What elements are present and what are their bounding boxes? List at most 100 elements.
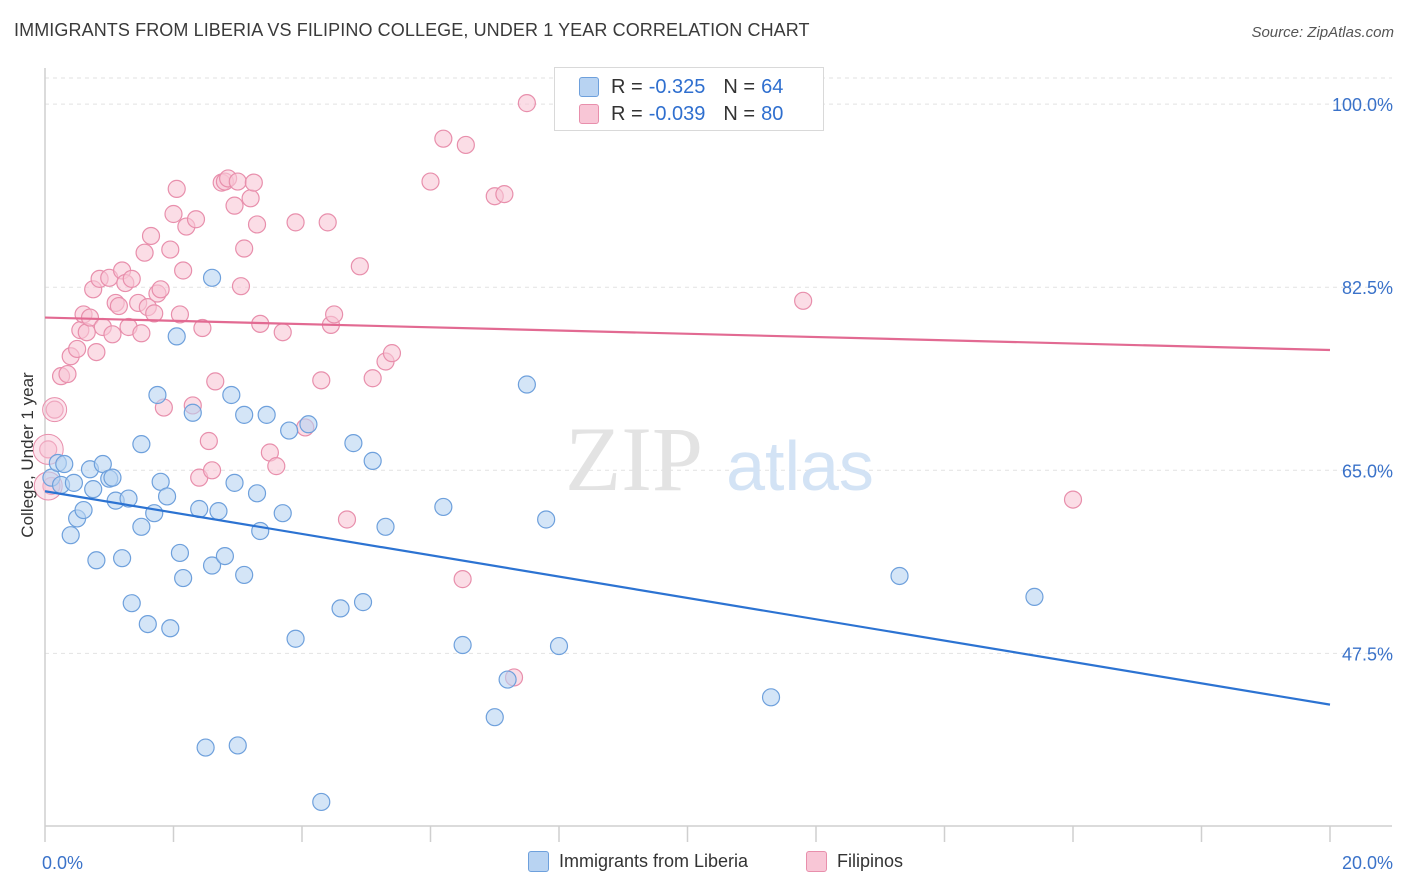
data-point <box>84 480 103 499</box>
filipinos-points <box>32 94 1083 687</box>
data-point <box>209 502 228 521</box>
data-point <box>167 327 186 346</box>
data-point <box>382 344 402 363</box>
data-point <box>363 369 382 388</box>
data-point <box>174 568 193 588</box>
data-point <box>453 570 472 589</box>
source-label: Source: ZipAtlas.com <box>1251 24 1394 41</box>
data-point <box>228 172 247 191</box>
data-point <box>273 323 292 342</box>
data-point <box>337 510 357 529</box>
legend-r-value: -0.039 <box>648 102 706 125</box>
data-point <box>39 440 58 459</box>
data-point <box>122 594 141 613</box>
data-point <box>517 94 536 113</box>
data-point <box>549 636 569 656</box>
data-point <box>517 375 536 394</box>
data-point <box>77 323 96 342</box>
data-point <box>485 708 504 727</box>
y-tick-label: 100.0% <box>1332 95 1393 115</box>
data-point <box>148 385 167 405</box>
data-point <box>434 497 453 517</box>
data-point <box>890 566 909 586</box>
data-point <box>202 556 222 575</box>
data-point <box>45 400 64 419</box>
legend-swatch-blue <box>528 851 549 872</box>
data-point <box>109 296 128 316</box>
legend-r-label: R = <box>611 75 643 98</box>
data-point <box>157 487 177 506</box>
legend-item-liberia[interactable]: Immigrants from Liberia <box>528 851 748 872</box>
data-point <box>42 397 68 423</box>
data-point <box>193 318 212 338</box>
tick-labels: 47.5% 65.0% 82.5% 100.0% 0.0% 20.0% <box>42 95 1393 873</box>
data-point <box>273 504 292 523</box>
data-point <box>247 484 267 503</box>
legend-row-liberia: R = -0.325 N = 64 <box>579 73 783 101</box>
watermark: ZIP atlas <box>565 408 874 510</box>
data-point <box>495 185 514 204</box>
data-point <box>325 305 344 324</box>
data-point <box>537 510 556 529</box>
y-tick-label: 65.0% <box>1342 461 1393 481</box>
data-point <box>202 268 222 287</box>
series-legend: Immigrants from Liberia Filipinos <box>0 851 1406 879</box>
data-point <box>267 457 286 476</box>
data-point <box>235 239 254 258</box>
data-point <box>64 473 84 492</box>
data-point <box>434 129 453 148</box>
data-point <box>141 226 161 246</box>
data-point <box>794 291 813 310</box>
data-point <box>299 415 318 434</box>
data-point <box>257 405 276 424</box>
legend-r-label: R = <box>611 102 643 125</box>
data-point <box>183 403 202 422</box>
data-point <box>161 619 180 638</box>
legend-swatch-blue <box>579 77 599 97</box>
data-point <box>280 421 299 440</box>
y-axis-label: College, Under 1 year <box>18 372 37 538</box>
legend-r-value: -0.325 <box>648 75 706 98</box>
y-tick-label: 47.5% <box>1342 644 1393 664</box>
data-point <box>215 546 234 566</box>
legend-item-filipinos[interactable]: Filipinos <box>806 851 903 872</box>
data-point <box>199 431 218 451</box>
trend-lines <box>44 316 1331 706</box>
data-point <box>225 473 244 492</box>
data-point <box>145 304 164 323</box>
data-point <box>135 243 154 262</box>
data-point <box>344 434 363 453</box>
legend-label-liberia: Immigrants from Liberia <box>559 851 749 871</box>
data-point <box>331 599 350 618</box>
data-point <box>132 324 151 343</box>
data-point <box>1063 490 1083 509</box>
x-tick-label: 0.0% <box>42 853 83 873</box>
data-point <box>186 210 206 229</box>
legend-swatch-pink <box>579 104 599 124</box>
data-point <box>68 339 87 359</box>
data-point <box>174 261 193 280</box>
data-point <box>74 500 93 520</box>
trend-line-filipinos <box>44 316 1331 352</box>
data-point <box>312 792 331 812</box>
data-point <box>132 517 151 536</box>
data-point <box>164 204 183 224</box>
data-point <box>122 269 141 288</box>
legend-n-label: N = <box>723 75 756 98</box>
chart-title: IMMIGRANTS FROM LIBERIA VS FILIPINO COLL… <box>14 20 810 40</box>
data-point <box>228 736 247 755</box>
data-point <box>453 635 472 655</box>
data-point <box>761 688 781 707</box>
data-point <box>206 372 225 391</box>
data-point <box>119 489 138 508</box>
data-point <box>1025 587 1044 606</box>
y-tick-label: 82.5% <box>1342 278 1393 298</box>
data-point <box>61 526 80 545</box>
legend-label-filipinos: Filipinos <box>837 851 904 871</box>
data-point <box>235 565 254 585</box>
data-point <box>161 240 180 259</box>
legend-n-label: N = <box>723 102 756 125</box>
data-point <box>376 517 395 536</box>
data-point <box>247 215 267 234</box>
data-point <box>87 551 106 570</box>
